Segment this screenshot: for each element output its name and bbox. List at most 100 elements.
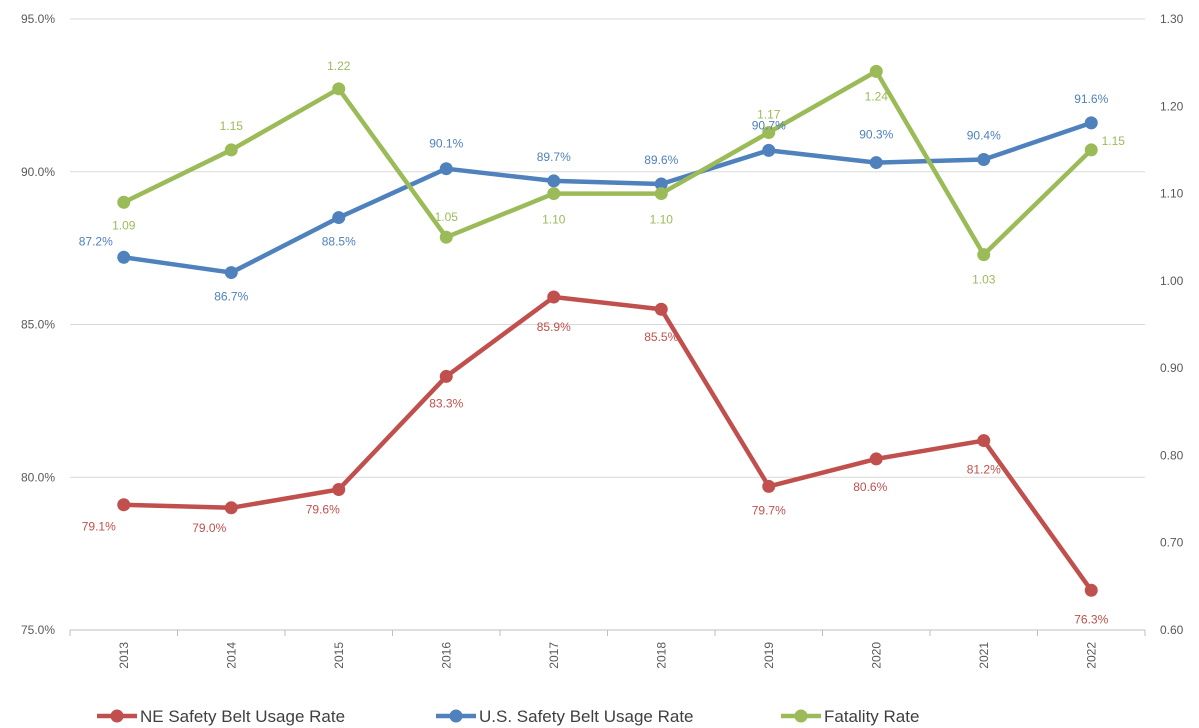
data-label: 90.4% — [967, 129, 1001, 143]
x-tick-label: 2020 — [869, 642, 883, 669]
data-label: 86.7% — [214, 290, 248, 304]
data-point — [762, 479, 776, 493]
series-line — [121, 69, 1094, 257]
y-left-tick-label: 90.0% — [21, 165, 55, 179]
series-group — [117, 64, 1098, 597]
data-point — [654, 187, 668, 201]
data-label: 90.3% — [859, 128, 893, 142]
data-label: 1.10 — [542, 213, 566, 227]
data-label: 80.6% — [853, 480, 887, 494]
y-left-tick-label: 95.0% — [21, 12, 55, 26]
x-tick-label: 2019 — [762, 642, 776, 669]
data-point — [547, 174, 561, 188]
data-label: 91.6% — [1074, 92, 1108, 106]
data-point — [547, 187, 561, 201]
data-label: 79.6% — [306, 502, 340, 516]
x-tick-label: 2015 — [332, 642, 346, 669]
data-label: 81.2% — [967, 463, 1001, 477]
data-label: 89.6% — [644, 153, 678, 167]
data-point — [332, 211, 346, 225]
legend-marker — [110, 709, 124, 723]
y-right-tick-label: 0.80 — [1160, 448, 1184, 462]
legend: NE Safety Belt Usage Rate U.S. Safety Bel… — [97, 707, 919, 726]
data-point — [439, 230, 453, 244]
data-label: 79.1% — [82, 520, 116, 534]
data-point — [1084, 583, 1098, 597]
data-label: 85.5% — [644, 330, 678, 344]
data-point — [762, 125, 776, 139]
data-point — [869, 452, 883, 466]
data-label: 1.15 — [1102, 134, 1126, 148]
data-point — [762, 143, 776, 157]
data-point — [1084, 143, 1098, 157]
y-right-tick-label: 0.60 — [1160, 623, 1184, 637]
x-axis: 2013 2014 2015 2016 2017 2018 2019 2020 2021 2022 — [69, 630, 1146, 669]
data-point — [869, 64, 883, 78]
legend-label: NE Safety Belt Usage Rate — [140, 707, 345, 726]
x-tick-label: 2016 — [439, 642, 453, 669]
data-label: 88.5% — [322, 235, 356, 249]
data-label: 83.3% — [429, 396, 463, 410]
data-label: 89.7% — [537, 150, 571, 164]
x-tick-label: 2017 — [547, 642, 561, 669]
data-point — [977, 248, 991, 262]
x-tick-label: 2014 — [224, 642, 238, 669]
data-label: 85.9% — [537, 320, 571, 334]
legend-marker — [449, 709, 463, 723]
data-point — [869, 156, 883, 170]
legend-label: U.S. Safety Belt Usage Rate — [479, 707, 694, 726]
data-point — [332, 482, 346, 496]
y-left-tick-label: 85.0% — [21, 318, 55, 332]
data-point — [654, 302, 668, 316]
data-point — [224, 501, 238, 515]
data-point — [117, 250, 131, 264]
data-point — [439, 369, 453, 383]
data-label: 87.2% — [79, 234, 113, 248]
x-tick-label: 2022 — [1084, 642, 1098, 669]
data-label: 1.15 — [220, 119, 244, 133]
data-point — [654, 177, 668, 191]
y-right-tick-label: 1.30 — [1160, 12, 1184, 26]
series-line — [121, 294, 1094, 593]
data-label: 1.09 — [112, 218, 136, 232]
data-labels: 79.1% 79.0% 79.6% 83.3% 85.9% 85.5% 79.7% 80.6%… — [79, 59, 1126, 626]
data-point — [977, 153, 991, 167]
x-tick-label: 2018 — [654, 642, 668, 669]
data-label: 1.10 — [650, 213, 674, 227]
data-label: 1.22 — [327, 59, 351, 73]
y-left-tick-label: 75.0% — [21, 623, 55, 637]
y-right-tick-label: 0.70 — [1160, 536, 1184, 550]
data-point — [977, 434, 991, 448]
data-point — [332, 82, 346, 96]
legend-marker — [794, 709, 808, 723]
data-point — [224, 143, 238, 157]
data-label: 1.24 — [865, 89, 889, 103]
data-label: 1.05 — [435, 210, 459, 224]
data-label: 90.1% — [429, 137, 463, 151]
data-point — [224, 266, 238, 280]
data-label: 1.17 — [757, 107, 781, 121]
data-point — [117, 498, 131, 512]
y-right-tick-label: 0.90 — [1160, 361, 1184, 375]
y-right-tick-label: 1.20 — [1160, 99, 1184, 113]
data-label: 79.7% — [752, 503, 786, 517]
data-label: 1.03 — [972, 273, 996, 287]
x-tick-label: 2013 — [117, 642, 131, 669]
series-line — [121, 120, 1094, 275]
gridlines — [70, 18, 1145, 631]
y-right-tick-label: 1.10 — [1160, 187, 1184, 201]
x-tick-label: 2021 — [977, 642, 991, 669]
legend-label: Fatality Rate — [824, 707, 919, 726]
y-axis-right: 0.60 0.70 0.80 0.90 1.00 1.10 1.20 1.30 — [1160, 12, 1184, 637]
data-label: 76.3% — [1074, 612, 1108, 626]
data-point — [117, 195, 131, 209]
data-label: 79.0% — [192, 521, 226, 535]
data-point — [1084, 116, 1098, 130]
data-point — [547, 290, 561, 304]
y-right-tick-label: 1.00 — [1160, 274, 1184, 288]
data-point — [439, 162, 453, 176]
y-axis-left: 75.0% 80.0% 85.0% 90.0% 95.0% — [21, 12, 55, 637]
y-left-tick-label: 80.0% — [21, 470, 55, 484]
data-label: 90.7% — [752, 118, 786, 132]
